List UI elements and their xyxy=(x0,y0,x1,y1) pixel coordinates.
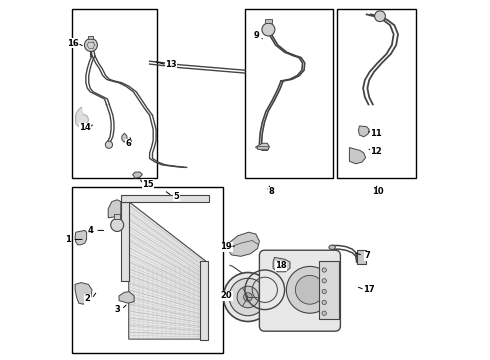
Polygon shape xyxy=(119,292,134,303)
Text: 1: 1 xyxy=(65,235,71,244)
Bar xyxy=(245,9,333,178)
Text: 11: 11 xyxy=(370,129,382,138)
Ellipse shape xyxy=(329,245,335,249)
Polygon shape xyxy=(256,143,270,150)
Text: 17: 17 xyxy=(364,285,375,294)
Text: 13: 13 xyxy=(166,60,177,69)
Polygon shape xyxy=(133,172,143,178)
Bar xyxy=(88,36,94,39)
Circle shape xyxy=(105,141,113,148)
Bar xyxy=(200,261,208,340)
Polygon shape xyxy=(129,202,208,339)
Polygon shape xyxy=(75,230,87,245)
Text: 12: 12 xyxy=(370,147,382,156)
Polygon shape xyxy=(273,257,290,272)
Polygon shape xyxy=(358,126,369,137)
Circle shape xyxy=(374,11,386,22)
Text: 18: 18 xyxy=(275,261,287,270)
Polygon shape xyxy=(76,108,88,127)
Bar xyxy=(337,9,416,178)
Circle shape xyxy=(322,289,326,294)
Text: 5: 5 xyxy=(173,192,179,201)
Bar xyxy=(121,195,209,202)
Circle shape xyxy=(286,266,333,313)
Circle shape xyxy=(229,278,267,316)
Circle shape xyxy=(244,293,252,301)
Circle shape xyxy=(322,279,326,283)
Circle shape xyxy=(322,268,326,272)
Text: 7: 7 xyxy=(365,251,370,260)
Text: 9: 9 xyxy=(254,31,259,40)
Bar xyxy=(319,261,339,319)
Text: 10: 10 xyxy=(372,187,384,196)
Circle shape xyxy=(322,300,326,305)
Text: 4: 4 xyxy=(88,226,94,235)
Polygon shape xyxy=(108,200,121,218)
Circle shape xyxy=(84,39,98,51)
Text: 19: 19 xyxy=(220,242,232,251)
Polygon shape xyxy=(75,283,92,304)
Text: 2: 2 xyxy=(84,294,90,303)
Polygon shape xyxy=(122,133,127,142)
Bar xyxy=(72,187,223,353)
Text: 20: 20 xyxy=(220,292,232,300)
Text: 14: 14 xyxy=(79,123,91,132)
Text: 16: 16 xyxy=(67,39,79,48)
Circle shape xyxy=(322,311,326,315)
Text: 3: 3 xyxy=(114,305,120,314)
Bar xyxy=(114,214,120,219)
Text: 8: 8 xyxy=(268,187,274,196)
Polygon shape xyxy=(349,148,366,164)
Circle shape xyxy=(111,219,123,231)
Polygon shape xyxy=(228,232,259,256)
Bar xyxy=(72,9,157,178)
Bar xyxy=(121,202,129,281)
Text: 15: 15 xyxy=(142,180,154,189)
FancyBboxPatch shape xyxy=(259,250,341,331)
Circle shape xyxy=(262,23,275,36)
Circle shape xyxy=(295,275,324,304)
Bar xyxy=(257,146,268,149)
Circle shape xyxy=(237,286,259,308)
Text: 6: 6 xyxy=(125,139,131,148)
Bar xyxy=(265,19,272,23)
Bar xyxy=(357,250,366,264)
Circle shape xyxy=(223,273,272,321)
